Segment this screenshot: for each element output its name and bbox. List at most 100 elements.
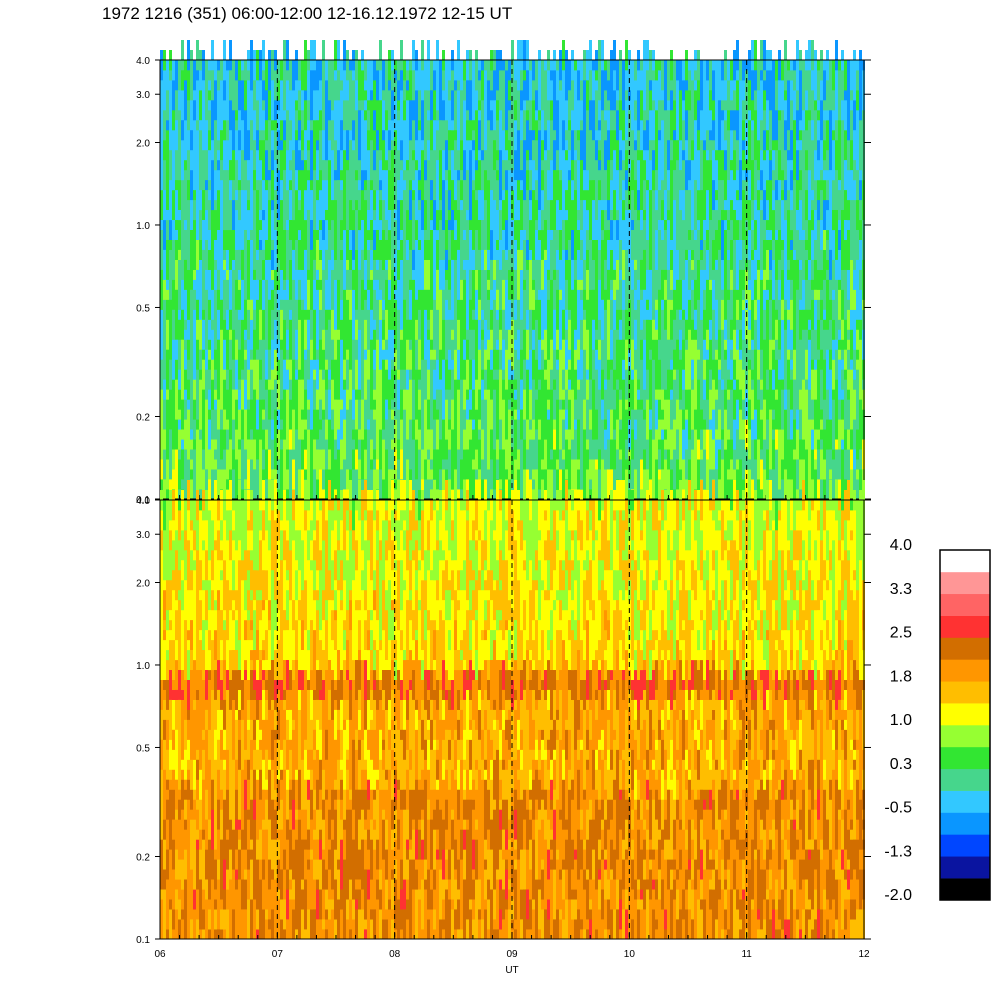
spectrogram-cell [190, 319, 193, 330]
spectrogram-cell [532, 349, 535, 380]
spectrogram-cell [184, 399, 187, 420]
spectrogram-cell [487, 279, 490, 290]
spectrogram-cell [805, 259, 808, 280]
spectrogram-cell [748, 199, 751, 211]
spectrogram-cell [790, 299, 793, 330]
spectrogram-cell [532, 459, 535, 470]
spectrogram-cell [505, 389, 508, 410]
spectrogram-cell [298, 369, 301, 380]
spectrogram-cell [619, 99, 622, 131]
spectrogram-cell [340, 339, 343, 370]
spectrogram-cell [676, 369, 679, 380]
spectrogram-cell [397, 369, 400, 380]
spectrogram-cell [634, 60, 637, 81]
spectrogram-cell [310, 169, 313, 181]
spectrogram-cell [730, 289, 733, 320]
spectrogram-cell [283, 389, 286, 410]
spectrogram-cell [256, 279, 259, 300]
spectrogram-cell [760, 239, 763, 270]
spectrogram-cell [511, 449, 514, 480]
spectrogram-cell [811, 189, 814, 201]
spectrogram-cell [664, 229, 667, 240]
spectrogram-cell [655, 309, 658, 330]
spectrogram-cell [502, 99, 505, 121]
spectrogram-cell [817, 319, 820, 350]
spectrogram-cell [178, 309, 181, 320]
spectrogram-cell [748, 329, 751, 350]
spectrogram-cell [418, 289, 421, 310]
spectrogram-cell [394, 469, 397, 480]
spectrogram-cell [475, 80, 478, 91]
spectrogram-cell [322, 129, 325, 161]
spectrogram-cell [742, 289, 745, 300]
spectrogram-cell [277, 219, 280, 230]
spectrogram-cell [565, 279, 568, 310]
spectrogram-cell [289, 349, 292, 360]
spectrogram-cell [280, 80, 283, 101]
spectrogram-cell [541, 209, 544, 231]
spectrogram-cell [652, 359, 655, 370]
spectrogram-cell [235, 339, 238, 360]
spectrogram-cell [469, 359, 472, 390]
spectrogram-cell [589, 309, 592, 320]
spectrogram-cell [490, 479, 493, 490]
spectrogram-cell [688, 189, 691, 201]
spectrogram-cell [724, 349, 727, 360]
spectrogram-cell [301, 309, 304, 320]
spectrogram-cell [721, 60, 724, 71]
spectrogram-cell [334, 399, 337, 430]
spectrogram-cell [259, 279, 262, 310]
spectrogram-cell [319, 189, 322, 201]
spectrogram-cell [619, 279, 622, 290]
spectrogram-cell [568, 479, 571, 490]
spectrogram-cell [580, 80, 583, 101]
spectrogram-cell [286, 489, 289, 500]
spectrogram-cell [508, 479, 511, 500]
spectrogram-cell [505, 159, 508, 171]
spectrogram-cell [460, 239, 463, 270]
spectrogram-cell [475, 479, 478, 500]
spectrogram-cell [568, 149, 571, 171]
spectrogram-cell [760, 339, 763, 350]
spectrogram-cell [676, 80, 679, 111]
spectrogram-cell [523, 329, 526, 360]
spectrogram-cell [202, 319, 205, 350]
spectrogram-cell [400, 159, 403, 171]
spectrogram-cell [469, 149, 472, 181]
spectrogram-cell [523, 239, 526, 260]
spectrogram-cell [295, 419, 298, 430]
spectrogram-cell [388, 80, 391, 91]
spectrogram-cell [484, 369, 487, 390]
spectrogram-cell [586, 409, 589, 440]
spectrogram-cell [739, 439, 742, 460]
spectrogram-cell [643, 249, 646, 260]
spectrogram-cell [631, 119, 634, 131]
spectrogram-cell [280, 469, 283, 500]
spectrogram-cell [400, 389, 403, 400]
spectrogram-cell [163, 399, 166, 430]
spectrogram-cell [694, 119, 697, 151]
spectrogram-cell [448, 309, 451, 320]
spectrogram-cell [178, 89, 181, 111]
spectrogram-cell [619, 149, 622, 171]
spectrogram-cell [268, 389, 271, 420]
spectrogram-cell [169, 429, 172, 450]
spectrogram-cell [730, 159, 733, 171]
spectrogram-cell [415, 349, 418, 360]
spectrogram-cell [271, 249, 274, 270]
spectrogram-cell [709, 299, 712, 320]
spectrogram-cell [238, 129, 241, 151]
spectrogram-cell [310, 359, 313, 390]
spectrogram-cell [373, 109, 376, 131]
spectrogram-cell [196, 369, 199, 390]
spectrogram-cell [472, 219, 475, 250]
spectrogram-cell [526, 359, 529, 370]
spectrogram-cell [199, 439, 202, 460]
spectrogram-cell [763, 459, 766, 470]
spectrogram-cell [550, 139, 553, 161]
spectrogram-cell [370, 169, 373, 181]
spectrogram-cell [766, 239, 769, 250]
spectrogram-cell [808, 329, 811, 340]
spectrogram-cell [538, 369, 541, 380]
spectrogram-cell [349, 349, 352, 370]
